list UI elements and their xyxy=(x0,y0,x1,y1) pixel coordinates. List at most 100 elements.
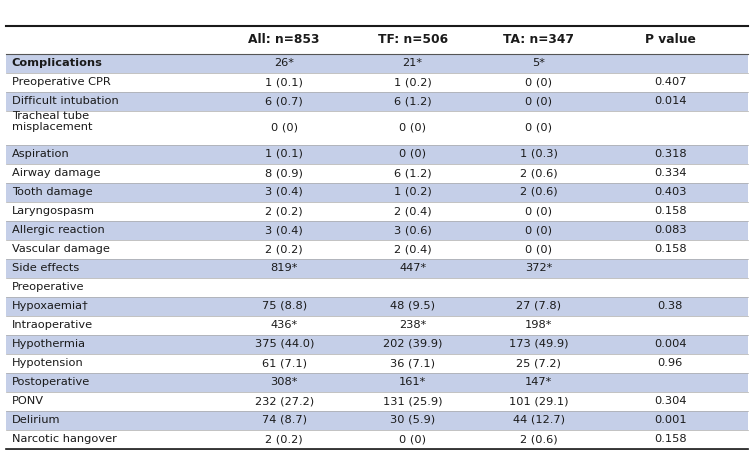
Text: 0.38: 0.38 xyxy=(657,301,683,311)
Text: PONV: PONV xyxy=(12,396,44,406)
Bar xyxy=(6,145,748,164)
Text: 2 (0.4): 2 (0.4) xyxy=(394,244,431,254)
Text: Hypoxaemia†: Hypoxaemia† xyxy=(12,301,88,311)
Text: 3 (0.4): 3 (0.4) xyxy=(265,187,303,197)
Text: Delirium: Delirium xyxy=(12,415,60,425)
Text: Hypothermia: Hypothermia xyxy=(12,339,86,349)
Text: 1 (0.3): 1 (0.3) xyxy=(520,149,558,159)
Text: 447*: 447* xyxy=(399,263,426,273)
Bar xyxy=(6,410,748,429)
Text: 0.158: 0.158 xyxy=(654,244,686,254)
Text: Narcotic hangover: Narcotic hangover xyxy=(12,434,117,444)
Text: 27 (7.8): 27 (7.8) xyxy=(516,301,561,311)
Text: 0 (0): 0 (0) xyxy=(399,149,426,159)
Bar xyxy=(6,297,748,316)
Text: TA: n=347: TA: n=347 xyxy=(503,33,575,46)
Text: 0.318: 0.318 xyxy=(654,149,686,159)
Text: 0 (0): 0 (0) xyxy=(399,434,426,444)
Text: 232 (27.2): 232 (27.2) xyxy=(255,396,314,406)
Text: 202 (39.9): 202 (39.9) xyxy=(383,339,443,349)
Text: 25 (7.2): 25 (7.2) xyxy=(516,358,561,368)
Bar xyxy=(6,54,748,73)
Text: 6 (1.2): 6 (1.2) xyxy=(394,168,431,178)
Text: 0 (0): 0 (0) xyxy=(526,206,552,216)
Text: 0 (0): 0 (0) xyxy=(399,122,426,133)
Text: Allergic reaction: Allergic reaction xyxy=(12,225,105,235)
Bar xyxy=(6,335,748,354)
Text: 1 (0.2): 1 (0.2) xyxy=(394,187,431,197)
Text: 3 (0.6): 3 (0.6) xyxy=(394,225,431,235)
Text: 0.001: 0.001 xyxy=(654,415,686,425)
Text: 74 (8.7): 74 (8.7) xyxy=(262,415,307,425)
Text: 2 (0.2): 2 (0.2) xyxy=(265,244,303,254)
Text: 2 (0.2): 2 (0.2) xyxy=(265,206,303,216)
Text: 238*: 238* xyxy=(399,320,426,330)
Text: Airway damage: Airway damage xyxy=(12,168,100,178)
Text: 2 (0.6): 2 (0.6) xyxy=(520,187,557,197)
Bar xyxy=(6,258,748,277)
Bar xyxy=(6,91,748,110)
Text: 0 (0): 0 (0) xyxy=(526,244,552,254)
Text: 0.004: 0.004 xyxy=(654,339,686,349)
Text: Preoperative: Preoperative xyxy=(12,282,84,292)
Text: 0.014: 0.014 xyxy=(654,96,686,106)
Text: 3 (0.4): 3 (0.4) xyxy=(265,225,303,235)
Text: Complications: Complications xyxy=(12,58,103,68)
Bar xyxy=(6,182,748,201)
Text: 26*: 26* xyxy=(274,58,294,68)
Text: Intraoperative: Intraoperative xyxy=(12,320,93,330)
Text: 6 (1.2): 6 (1.2) xyxy=(394,96,431,106)
Text: 0.158: 0.158 xyxy=(654,206,686,216)
Text: 5*: 5* xyxy=(532,58,545,68)
Text: Hypotension: Hypotension xyxy=(12,358,84,368)
Text: 2 (0.6): 2 (0.6) xyxy=(520,434,557,444)
Text: 44 (12.7): 44 (12.7) xyxy=(513,415,565,425)
Text: 131 (25.9): 131 (25.9) xyxy=(383,396,443,406)
Text: 161*: 161* xyxy=(399,377,426,387)
Text: 2 (0.4): 2 (0.4) xyxy=(394,206,431,216)
Text: 173 (49.9): 173 (49.9) xyxy=(509,339,569,349)
Text: 101 (29.1): 101 (29.1) xyxy=(509,396,569,406)
Text: Vascular damage: Vascular damage xyxy=(12,244,109,254)
Text: 36 (7.1): 36 (7.1) xyxy=(390,358,435,368)
Text: 6 (0.7): 6 (0.7) xyxy=(265,96,303,106)
Text: 0.96: 0.96 xyxy=(657,358,682,368)
Text: 30 (5.9): 30 (5.9) xyxy=(390,415,435,425)
Text: 372*: 372* xyxy=(525,263,553,273)
Bar xyxy=(6,220,748,239)
Text: 0.403: 0.403 xyxy=(654,187,686,197)
Bar xyxy=(6,373,748,392)
Text: Postoperative: Postoperative xyxy=(12,377,90,387)
Text: 61 (7.1): 61 (7.1) xyxy=(262,358,307,368)
Text: 1 (0.2): 1 (0.2) xyxy=(394,77,431,87)
Text: Preoperative CPR: Preoperative CPR xyxy=(12,77,110,87)
Text: 0.334: 0.334 xyxy=(654,168,686,178)
Text: 308*: 308* xyxy=(271,377,298,387)
Text: 0.407: 0.407 xyxy=(654,77,686,87)
Text: 0 (0): 0 (0) xyxy=(526,77,552,87)
Text: 0 (0): 0 (0) xyxy=(526,225,552,235)
Text: 0.158: 0.158 xyxy=(654,434,686,444)
Text: 0.304: 0.304 xyxy=(654,396,686,406)
Text: Laryngospasm: Laryngospasm xyxy=(12,206,95,216)
Text: All: n=853: All: n=853 xyxy=(249,33,320,46)
Text: 8 (0.9): 8 (0.9) xyxy=(265,168,303,178)
Text: P value: P value xyxy=(645,33,695,46)
Text: 1 (0.1): 1 (0.1) xyxy=(265,77,303,87)
Text: 21*: 21* xyxy=(403,58,422,68)
Text: Difficult intubation: Difficult intubation xyxy=(12,96,118,106)
Text: 198*: 198* xyxy=(525,320,553,330)
Text: 0 (0): 0 (0) xyxy=(526,122,552,133)
Text: Tooth damage: Tooth damage xyxy=(12,187,92,197)
Text: 375 (44.0): 375 (44.0) xyxy=(255,339,314,349)
Text: 2 (0.2): 2 (0.2) xyxy=(265,434,303,444)
Text: 147*: 147* xyxy=(525,377,553,387)
Text: 819*: 819* xyxy=(271,263,298,273)
Text: 1 (0.1): 1 (0.1) xyxy=(265,149,303,159)
Text: Tracheal tube
misplacement: Tracheal tube misplacement xyxy=(12,110,92,132)
Text: 436*: 436* xyxy=(271,320,298,330)
Text: Side effects: Side effects xyxy=(12,263,79,273)
Text: Aspiration: Aspiration xyxy=(12,149,69,159)
Text: 0.083: 0.083 xyxy=(654,225,686,235)
Text: TF: n=506: TF: n=506 xyxy=(378,33,448,46)
